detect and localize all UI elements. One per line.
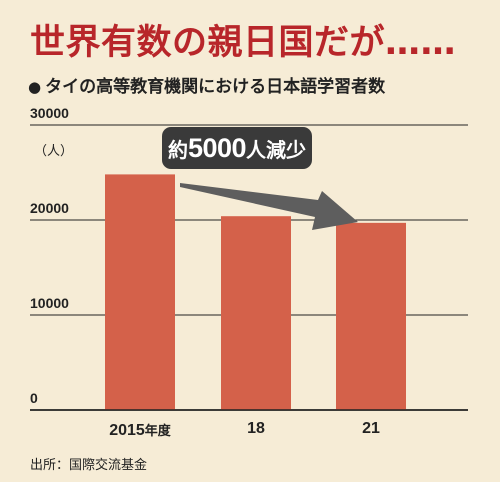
chart-subtitle: ● タイの高等教育機関における日本語学習者数 xyxy=(28,72,385,97)
callout-prefix: 約 xyxy=(167,137,188,162)
bullet-icon: ● xyxy=(28,78,42,96)
callout-suffix: 人減少 xyxy=(246,137,307,162)
subtitle-text: タイの高等教育機関における日本語学習者数 xyxy=(45,77,386,97)
decrease-arrow-icon xyxy=(180,183,358,230)
y-tick-label-20000: 20000 xyxy=(30,200,69,216)
y-tick-label-30000: 30000 xyxy=(30,105,69,121)
chart-title: 世界有数の親日国だが…… xyxy=(30,23,457,63)
x-tick-label-21: 21 xyxy=(362,420,380,437)
y-unit-label: （人） xyxy=(34,143,74,158)
bar-18 xyxy=(221,216,291,410)
source-note: 出所：国際交流基金 xyxy=(30,458,148,473)
x-tick-label-18: 18 xyxy=(247,420,265,437)
bar-2015年度 xyxy=(105,174,175,410)
callout-number: 5000 xyxy=(187,132,247,163)
y-tick-label-0: 0 xyxy=(30,390,38,406)
x-tick-label-2015年度: 2015年度 xyxy=(109,422,171,439)
decrease-callout: 約 5000 人減少 xyxy=(162,127,312,169)
y-tick-label-10000: 10000 xyxy=(30,295,69,311)
bar-21 xyxy=(336,222,406,410)
